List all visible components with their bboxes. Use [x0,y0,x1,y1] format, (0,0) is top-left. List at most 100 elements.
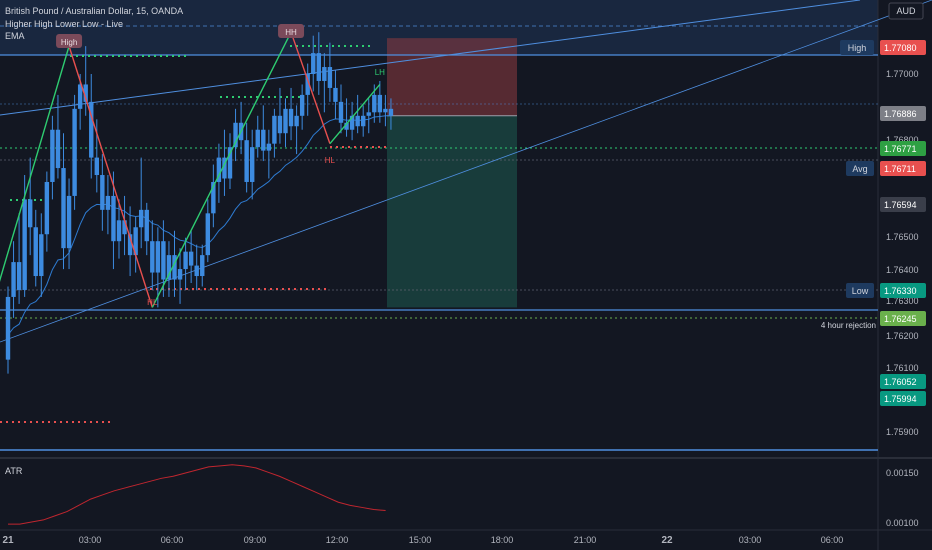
candle[interactable] [277,87,283,144]
candle[interactable] [194,244,199,290]
candle[interactable] [66,178,72,270]
candle[interactable] [39,213,44,297]
candle[interactable] [211,164,216,228]
pivot-hh-tag[interactable]: HH [278,24,305,38]
candle[interactable] [16,213,22,304]
price-axis-label[interactable]: 1.76771 [880,141,926,156]
candle-body [155,241,161,273]
candle[interactable] [333,70,338,120]
candle[interactable] [188,230,194,283]
price-axis-label[interactable]: 1.75994 [880,391,926,406]
candle[interactable] [299,84,305,130]
candle[interactable] [288,87,294,141]
candle[interactable] [338,84,344,134]
candle[interactable] [322,53,327,113]
candle[interactable] [361,105,366,137]
symbol-title[interactable]: British Pound / Australian Dollar, 15, O… [5,6,184,16]
indicator-atr-label[interactable]: ATR [5,466,23,476]
currency-badge[interactable]: AUD [888,2,924,20]
price-axis-label[interactable]: 1.76330 Low [846,283,926,298]
price-axis-label[interactable]: 1.76245 [880,311,926,326]
candle[interactable] [349,101,355,141]
candle[interactable] [383,94,388,127]
stop-loss-zone[interactable] [387,38,517,116]
candle[interactable] [166,241,172,297]
candle-body [77,84,83,109]
candle[interactable] [344,98,349,137]
candle[interactable] [316,32,321,95]
candle[interactable] [139,157,144,249]
candle[interactable] [261,105,266,162]
candle[interactable] [72,94,77,210]
candle[interactable] [50,115,55,200]
candle[interactable] [255,115,260,158]
candle[interactable] [61,133,66,270]
take-profit-zone[interactable] [387,115,517,308]
pivot-high-tag[interactable]: High [56,34,83,48]
price-axis-label[interactable]: 1.76052 [880,374,926,389]
candle[interactable] [216,143,222,203]
price-axis-label-text: 1.75994 [884,394,917,404]
candle[interactable] [127,206,133,277]
candle[interactable] [305,63,310,116]
candle[interactable] [5,286,11,374]
candle[interactable] [155,227,161,308]
candle[interactable] [55,94,61,179]
candle[interactable] [183,237,188,290]
time-tick-label: 21 [2,535,14,546]
price-axis-label-text: 1.76711 [884,164,916,174]
candle[interactable] [327,42,333,102]
indicator-hhll-label[interactable]: Higher High Lower Low - Live [5,19,124,29]
candle-body [344,122,349,130]
price-tick-label: 1.76500 [886,232,919,242]
candle[interactable] [355,94,360,134]
candle[interactable] [205,199,210,263]
candle[interactable] [133,216,138,273]
candle[interactable] [89,74,94,179]
candle[interactable] [150,220,155,290]
candle[interactable] [105,175,111,235]
trendline-lower[interactable] [0,0,932,343]
candle[interactable] [250,129,255,200]
candle-body [250,147,255,182]
candle[interactable] [28,157,33,256]
candle-body [161,241,166,280]
ema-line[interactable] [7,115,391,336]
price-axis-label[interactable]: 1.76886 [880,106,926,121]
candle[interactable] [83,46,88,116]
candle-body [89,101,94,158]
indicator-ema-label[interactable]: EMA [5,31,25,41]
candle[interactable] [100,154,105,231]
candle[interactable] [200,244,205,287]
candle[interactable] [244,122,249,193]
candle[interactable] [33,209,38,287]
price-tick-label: 1.76200 [886,331,919,341]
candle[interactable] [77,74,83,130]
candle[interactable] [11,241,16,318]
candle[interactable] [233,108,238,162]
side-tag-box [840,40,874,55]
candle[interactable] [388,98,394,130]
candle[interactable] [272,108,277,158]
candle[interactable] [111,171,116,270]
price-axis-label[interactable]: 1.77080 High [840,40,926,55]
price-axis-label[interactable]: 1.76594 [880,197,926,212]
candle[interactable] [283,98,288,148]
candle[interactable] [144,202,149,256]
price-axis-label[interactable]: 1.76711 Avg [846,161,926,176]
candle[interactable] [227,133,233,189]
candle[interactable] [377,80,383,123]
candle[interactable] [177,248,183,304]
trendline-upper[interactable] [0,0,861,116]
candle[interactable] [294,105,299,155]
candle[interactable] [44,171,50,252]
atr-line[interactable] [8,464,386,525]
candle[interactable] [116,199,122,259]
candle[interactable] [311,35,316,92]
candle[interactable] [266,129,272,179]
candle[interactable] [122,195,127,256]
candle[interactable] [366,98,371,134]
pivot-hl-label: HL [147,298,158,307]
time-tick-label: 15:00 [409,535,432,545]
